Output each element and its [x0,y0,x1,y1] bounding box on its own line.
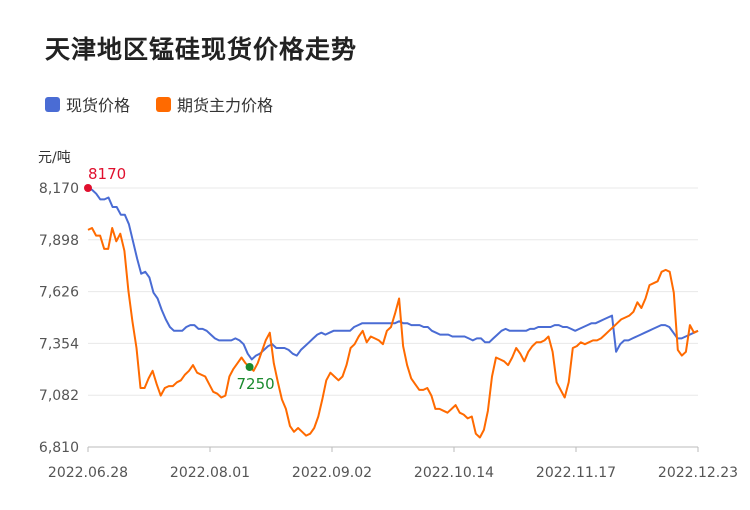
y-tick-label: 7,354 [39,336,79,352]
legend: 现货价格 期货主力价格 [45,92,273,116]
y-tick-label: 7,082 [39,388,79,404]
x-tick-label: 2022.06.28 [48,465,128,481]
x-tick-label: 2022.12.23 [658,465,738,481]
series-marker-point [245,363,254,372]
legend-swatch-spot [45,96,60,112]
legend-swatch-futures [156,96,172,112]
x-tick-label: 2022.11.17 [536,465,616,481]
legend-item-futures-price[interactable]: 期货主力价格 [156,92,273,116]
x-tick-label: 2022.09.02 [292,465,372,481]
x-tick-label: 2022.10.14 [414,465,494,481]
x-tick-label: 2022.08.01 [170,465,250,481]
series-marker-label: 7250 [236,375,274,393]
y-tick-label: 8,170 [39,181,79,197]
chart-title: 天津地区锰硅现货价格走势 [45,35,358,64]
series-marker-label: 8170 [88,165,126,183]
y-tick-label: 6,810 [39,440,79,456]
series-marker-point [84,184,92,192]
legend-label-spot: 现货价格 [66,96,131,115]
series-line-1 [87,227,699,439]
y-axis-unit-label: 元/吨 [38,150,71,166]
y-tick-label: 7,626 [39,285,79,301]
legend-label-futures: 期货主力价格 [177,96,274,115]
legend-item-spot-price[interactable]: 现货价格 [45,92,130,116]
y-tick-label: 7,898 [39,233,79,249]
